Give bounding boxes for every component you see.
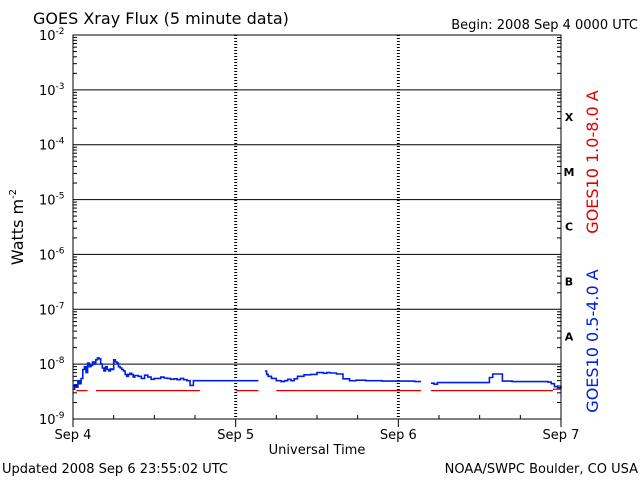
grid (73, 35, 561, 419)
y-tick-label: 10-8 (39, 356, 65, 373)
data-layer (73, 357, 562, 392)
plot-frame (72, 34, 562, 420)
y-tick-label: 10-4 (39, 137, 65, 154)
x-tick-label: Sep 5 (217, 428, 254, 443)
y-tick-label: 10-2 (39, 27, 65, 44)
begin-time-label: Begin: 2008 Sep 4 0000 UTC (451, 18, 638, 33)
y-axis: 10-9 10-8 10-7 10-6 10-5 10-4 10-3 10-2 (39, 27, 561, 428)
y-tick-label: 10-3 (39, 82, 65, 99)
y-tick-label: 10-9 (39, 411, 65, 428)
y-tick-label: 10-6 (39, 246, 65, 263)
flare-class-scale: X M C B A (564, 111, 575, 343)
short-channel-line (264, 370, 422, 383)
flare-class-label: X (565, 111, 574, 124)
y-axis-label-exponent: -2 (8, 189, 19, 199)
y-tick-label: 10-5 (39, 192, 65, 209)
short-channel-line (430, 373, 562, 389)
legend-short-channel: GOES10 0.5-4.0 A (583, 269, 602, 412)
x-tick-label: Sep 6 (380, 428, 417, 443)
x-axis-label: Universal Time (269, 443, 366, 458)
updated-timestamp: Updated 2008 Sep 6 23:55:02 UTC (2, 462, 228, 477)
y-tick-label: 10-7 (39, 301, 65, 318)
chart-title: GOES Xray Flux (5 minute data) (33, 9, 289, 28)
flare-class-label: A (565, 330, 574, 343)
x-axis: Sep 4 Sep 5 Sep 6 Sep 7 (55, 415, 580, 443)
x-tick-label: Sep 4 (55, 428, 92, 443)
y-axis-label: Watts m-2 (8, 189, 27, 265)
x-tick-label: Sep 7 (543, 428, 580, 443)
short-channel-line (73, 357, 259, 391)
flare-class-label: M (564, 166, 575, 179)
flare-class-label: C (565, 221, 573, 234)
credit-label: NOAA/SWPC Boulder, CO USA (445, 462, 638, 477)
flare-class-label: B (565, 276, 573, 289)
y-axis-label-unit: Watts m (8, 199, 27, 265)
legend-long-channel: GOES10 1.0-8.0 A (583, 90, 602, 233)
